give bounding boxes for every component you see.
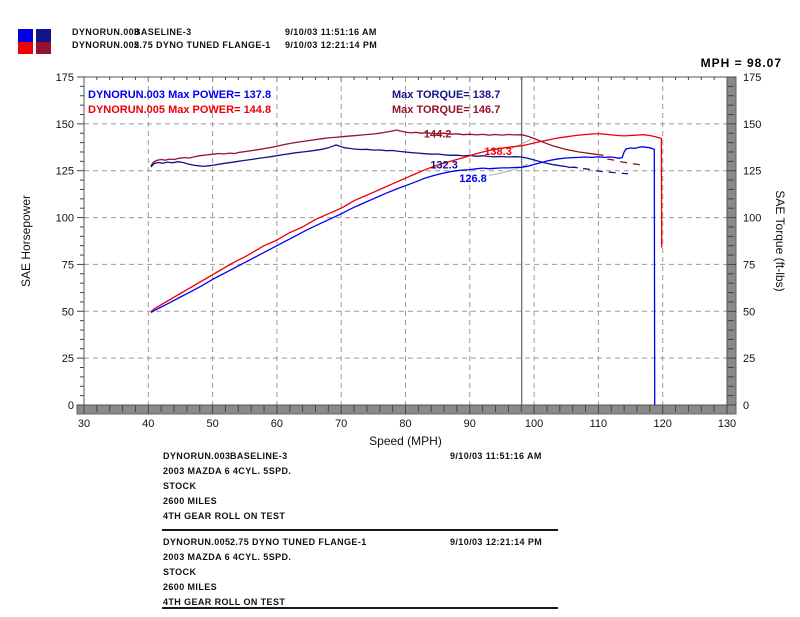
y-left-tick-label: 100 — [56, 213, 74, 225]
run2-info-description: 2.75 DYNO TUNED FLANGE-1 — [230, 537, 367, 547]
cursor-value-label: 144.2 — [424, 129, 452, 141]
run1-timestamp: 9/10/03 11:51:16 AM — [285, 27, 377, 37]
run1-info-description: BASELINE-3 — [230, 451, 288, 461]
run2-info-title: DYNORUN.005 2.75 DYNO TUNED FLANGE-1 9/1… — [163, 537, 663, 552]
run1-filename: DYNORUN.003 — [72, 27, 140, 37]
x-tick-label: 80 — [399, 418, 411, 430]
legend-torque-text: Max TORQUE= 138.7 — [392, 89, 500, 101]
run2-description: 2.75 DYNO TUNED FLANGE-1 — [134, 40, 271, 50]
separator-line — [162, 529, 558, 531]
series-run005-torque-tail — [607, 158, 643, 166]
y-right-tick-label: 0 — [743, 400, 749, 412]
y-right-tick-label: 50 — [743, 306, 755, 318]
power-blue-swatch — [18, 29, 33, 42]
run2-timestamp: 9/10/03 12:21:14 PM — [285, 40, 378, 50]
leader-arc — [511, 138, 532, 149]
y-right-tick-label: 100 — [743, 213, 761, 225]
legend-power-text: DYNORUN.005 Max POWER= 144.8 — [88, 104, 271, 116]
axis-ticks — [77, 76, 736, 414]
y-right-tick-label: 125 — [743, 166, 761, 178]
y-left-tick-label: 150 — [56, 119, 74, 131]
cursor-value-label: 126.8 — [459, 173, 487, 185]
torque-maroon-swatch — [36, 41, 51, 54]
y-right-tick-label: 175 — [743, 72, 761, 84]
x-tick-label: 60 — [271, 418, 283, 430]
vehicle-line: 2003 MAZDA 6 4CYL. 5SPD. — [163, 552, 292, 562]
mileage-line: 2600 MILES — [163, 582, 218, 592]
y-right-tick-label: 25 — [743, 353, 755, 365]
y-right-tick-label: 150 — [743, 119, 761, 131]
torque-colors-swatch — [36, 29, 51, 54]
legend-torque-text: Max TORQUE= 146.7 — [392, 104, 500, 116]
y-left-tick-label: 25 — [62, 353, 74, 365]
cursor-mph-readout: MPH = 98.07 — [700, 56, 782, 70]
run1-info-title: DYNORUN.003 BASELINE-3 9/10/03 11:51:16 … — [163, 451, 663, 466]
leader-arc — [489, 163, 528, 176]
y-left-tick-label: 125 — [56, 166, 74, 178]
x-tick-label: 70 — [335, 418, 347, 430]
test-type-line: 4TH GEAR ROLL ON TEST — [163, 511, 286, 521]
run2-info-block: DYNORUN.005 2.75 DYNO TUNED FLANGE-1 9/1… — [163, 537, 663, 612]
grid — [84, 77, 727, 405]
series-run005-torque — [150, 129, 604, 167]
run1-info-timestamp: 9/10/03 11:51:16 AM — [450, 451, 542, 461]
x-tick-label: 120 — [654, 418, 672, 430]
left-axis-title: SAE Horsepower — [19, 195, 33, 287]
run-color-legend — [18, 29, 51, 54]
x-tick-label: 90 — [464, 418, 476, 430]
cursor-value-label: 138.3 — [484, 146, 512, 158]
torque-navy-swatch — [36, 29, 51, 42]
run2-filename: DYNORUN.005 — [72, 40, 140, 50]
power-red-swatch — [18, 41, 33, 54]
x-tick-label: 110 — [590, 418, 608, 430]
x-tick-label: 50 — [206, 418, 218, 430]
x-tick-label: 30 — [78, 418, 90, 430]
plot-frame — [83, 76, 728, 406]
legend-power-text: DYNORUN.003 Max POWER= 137.8 — [88, 89, 271, 101]
condition-line: STOCK — [163, 481, 197, 491]
mileage-line: 2600 MILES — [163, 496, 218, 506]
run2-info-timestamp: 9/10/03 12:21:14 PM — [450, 537, 543, 547]
x-axis-title: Speed (MPH) — [369, 434, 442, 448]
series-run003-power — [150, 146, 656, 406]
y-right-tick-label: 75 — [743, 259, 755, 271]
x-tick-label: 130 — [718, 418, 736, 430]
chart-legend: DYNORUN.003 Max POWER= 137.8 Max TORQUE= … — [88, 89, 500, 116]
right-axis-title: SAE Torque (ft-lbs) — [773, 190, 787, 291]
y-left-tick-label: 0 — [68, 400, 74, 412]
run2-info-filename: DYNORUN.005 — [163, 537, 231, 547]
condition-line: STOCK — [163, 567, 197, 577]
y-left-tick-label: 75 — [62, 259, 74, 271]
run1-description: BASELINE-3 — [134, 27, 192, 37]
separator-line — [162, 607, 558, 609]
x-tick-label: 100 — [525, 418, 543, 430]
power-colors-swatch — [18, 29, 33, 54]
cursor-value-label: 132.3 — [430, 159, 458, 171]
run1-info-filename: DYNORUN.003 — [163, 451, 231, 461]
series-run005-power — [150, 132, 663, 313]
test-type-line: 4TH GEAR ROLL ON TEST — [163, 597, 286, 607]
series-run003-torque — [150, 144, 578, 169]
vehicle-line: 2003 MAZDA 6 4CYL. 5SPD. — [163, 466, 292, 476]
y-left-tick-label: 50 — [62, 306, 74, 318]
run1-info-block: DYNORUN.003 BASELINE-3 9/10/03 11:51:16 … — [163, 451, 663, 526]
y-left-tick-label: 175 — [56, 72, 74, 84]
x-tick-label: 40 — [142, 418, 154, 430]
axis-labels: 30 40 50 60 70 80 90 100 110 120 130 0 0 25 25 50 50 75 75… — [56, 72, 762, 430]
